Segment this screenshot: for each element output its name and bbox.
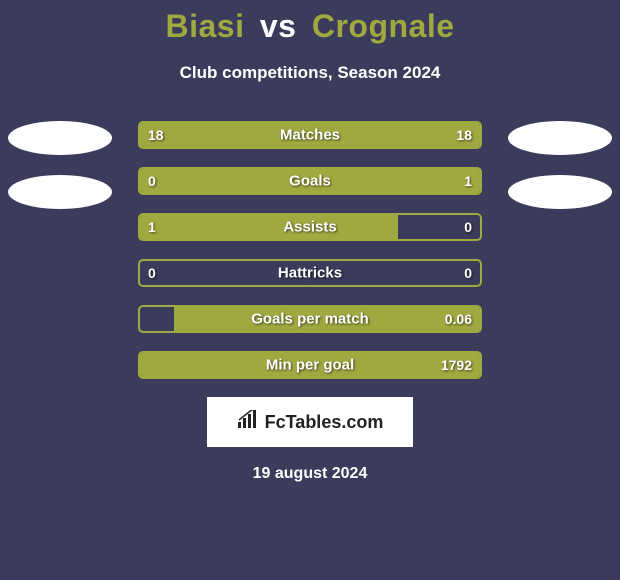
stat-right-value: 0 [464, 265, 472, 281]
page-title: Biasi vs Crognale [0, 0, 620, 45]
bar-fill-left [140, 215, 398, 239]
logo-text: FcTables.com [265, 412, 384, 433]
bar-fill-right [174, 307, 480, 331]
logo-box[interactable]: FcTables.com [207, 397, 413, 447]
subtitle: Club competitions, Season 2024 [0, 63, 620, 83]
stat-row: Min per goal1792 [138, 351, 482, 379]
player1-avatar [8, 121, 112, 155]
footer-date: 19 august 2024 [0, 465, 620, 483]
player2-avatar [508, 121, 612, 155]
comparison-card: Biasi vs Crognale Club competitions, Sea… [0, 0, 620, 580]
stat-right-value: 0 [464, 219, 472, 235]
bar-fill-left [140, 169, 201, 193]
player2-name: Crognale [312, 8, 455, 44]
stat-row: Assists10 [138, 213, 482, 241]
player1-name: Biasi [165, 8, 244, 44]
stat-bars: Matches1818Goals01Assists10Hattricks00Go… [138, 121, 482, 379]
stat-row: Goals01 [138, 167, 482, 195]
bar-fill-left [140, 123, 310, 147]
vs-separator: vs [260, 8, 297, 44]
chart-icon [237, 410, 259, 435]
stat-label: Hattricks [140, 265, 480, 282]
stat-row: Goals per match0.06 [138, 305, 482, 333]
avatar-col-left [8, 121, 112, 229]
stat-row: Hattricks0 0 [138, 259, 482, 287]
bar-fill-right [201, 169, 480, 193]
bar-fill-right [140, 353, 480, 377]
player2-club-avatar [508, 175, 612, 209]
stat-row: Matches1818 [138, 121, 482, 149]
stat-left-value: 0 [148, 265, 156, 281]
logo: FcTables.com [237, 410, 384, 435]
bar-fill-right [310, 123, 480, 147]
avatar-col-right [508, 121, 612, 229]
stats-zone: Matches1818Goals01Assists10Hattricks00Go… [0, 121, 620, 379]
player1-club-avatar [8, 175, 112, 209]
